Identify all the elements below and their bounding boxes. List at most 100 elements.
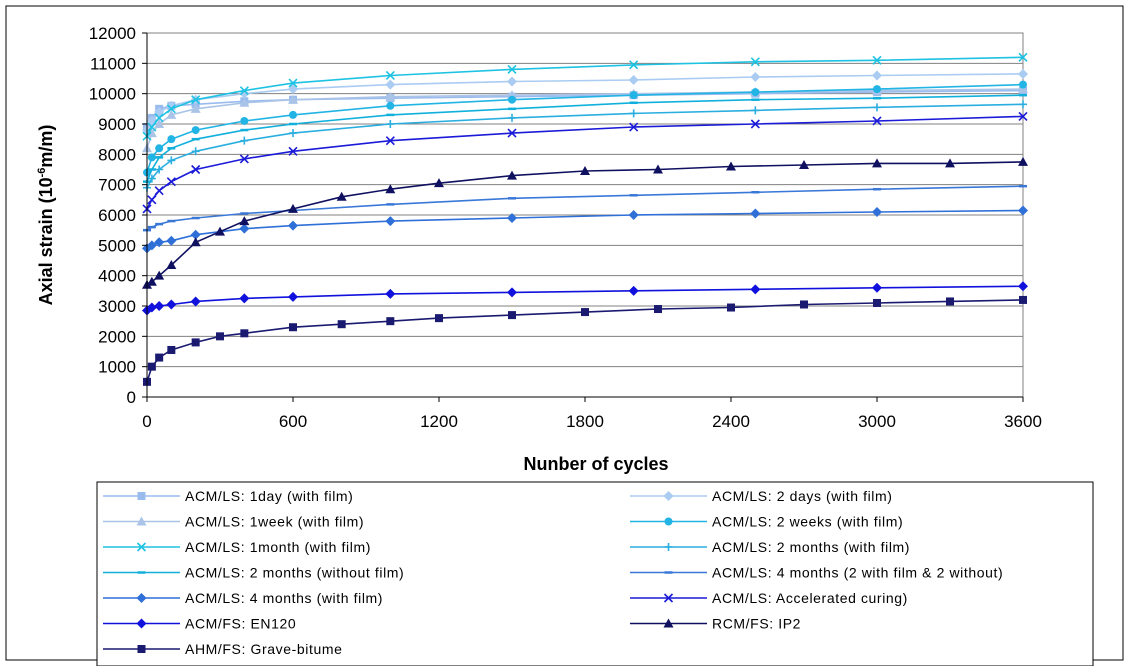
legend-label: ACM/LS: Accelerated curing) [712,590,908,606]
data-point [1018,205,1028,216]
data-point [508,311,516,320]
data-point [166,177,176,187]
data-point [385,79,396,90]
data-point [240,136,249,145]
axis-layer: 0100020003000400050006000700080009000100… [89,24,1042,431]
legend-item: ACM/LS: 2 months (with film) [630,539,909,555]
data-point [1018,156,1028,166]
legend-item: ACM/LS: 2 weeks (with film) [630,514,903,530]
series-4 [142,52,1028,141]
data-point [750,284,761,295]
x-tick-label: 1200 [420,412,458,431]
data-point [385,216,396,227]
y-tick-label: 3000 [98,297,136,316]
data-point [154,237,165,248]
data-point [654,305,662,314]
legend-label: ACM/LS: 1day (with film) [185,488,353,504]
data-point [154,270,165,280]
series-10 [142,281,1028,316]
legend-label: AHM/FS: Grave-bitume [185,641,342,657]
data-point [146,240,157,251]
series-8 [142,205,1028,254]
data-point [628,210,639,220]
legend-marker [136,516,147,526]
data-point [385,91,396,101]
data-point [191,95,201,105]
data-point [873,85,881,94]
series-12 [143,295,1027,386]
data-point [191,147,200,156]
series-6 [143,93,1027,183]
data-point [190,296,201,307]
legend-label: RCM/FS: IP2 [712,616,801,632]
data-point [166,235,177,246]
data-point [628,75,639,86]
data-point [147,174,156,183]
data-point [435,314,443,323]
data-point [190,237,201,247]
legend-item: RCM/FS: IP2 [630,616,801,632]
data-point [385,70,395,81]
data-point [727,303,735,312]
legend-marker [136,618,147,629]
legend-marker [137,492,146,500]
data-point [240,116,249,125]
data-point [166,260,177,270]
data-point [507,76,517,87]
legend-marker [136,593,147,603]
x-tick-label: 0 [142,412,151,431]
legend-item: ACM/LS: Accelerated curing) [630,590,908,606]
data-point [239,293,250,304]
data-point [872,70,882,81]
y-axis-title-main: Axial strain (10 [36,177,56,305]
y-tick-label: 12000 [89,24,136,43]
data-point [1019,295,1027,304]
legend-marker [136,542,147,552]
legend-item: ACM/LS: 2 days (with film) [630,488,893,504]
y-tick-label: 4000 [98,267,136,286]
legend-marker [664,517,673,526]
legend-item: ACM/LS: 1week (with film) [103,514,364,530]
series-3 [143,80,1027,177]
data-point [1019,80,1027,89]
data-point [147,362,156,371]
data-point [1018,68,1028,79]
data-point [1018,84,1028,94]
y-axis-title: Axial strain (10-6m/m) [36,125,56,306]
data-point [726,161,736,171]
data-point [167,135,176,144]
data-point [1018,52,1028,62]
data-point [800,300,808,309]
x-tick-label: 1800 [566,412,604,431]
x-tick-label: 600 [279,412,307,431]
data-point [872,206,882,217]
legend-label: ACM/FS: EN120 [185,616,296,632]
data-point [507,170,517,180]
y-tick-label: 1000 [98,358,136,377]
data-point [155,165,164,174]
legend-marker [664,543,673,551]
data-point [155,144,164,153]
data-point [873,298,881,307]
data-point [1019,100,1027,109]
data-point [147,195,157,205]
legend-marker [663,618,674,628]
data-point [628,285,639,296]
data-point [191,164,201,175]
legend-label: ACM/LS: 1week (with film) [185,514,364,530]
data-point [166,104,176,114]
y-tick-label: 9000 [98,115,136,134]
data-point [580,166,590,176]
data-point [508,113,516,122]
legend-label: ACM/LS: 2 weeks (with film) [712,514,903,530]
y-tick-label: 8000 [98,145,136,164]
data-point [653,164,663,174]
data-point [629,109,638,118]
data-point [240,329,249,338]
legend-label: ACM/LS: 2 days (with film) [712,488,893,504]
series-11 [142,156,1028,289]
legend-item: ACM/LS: 1month (with film) [103,539,370,555]
data-point [751,88,760,97]
data-point [190,103,201,113]
data-point [629,60,639,70]
